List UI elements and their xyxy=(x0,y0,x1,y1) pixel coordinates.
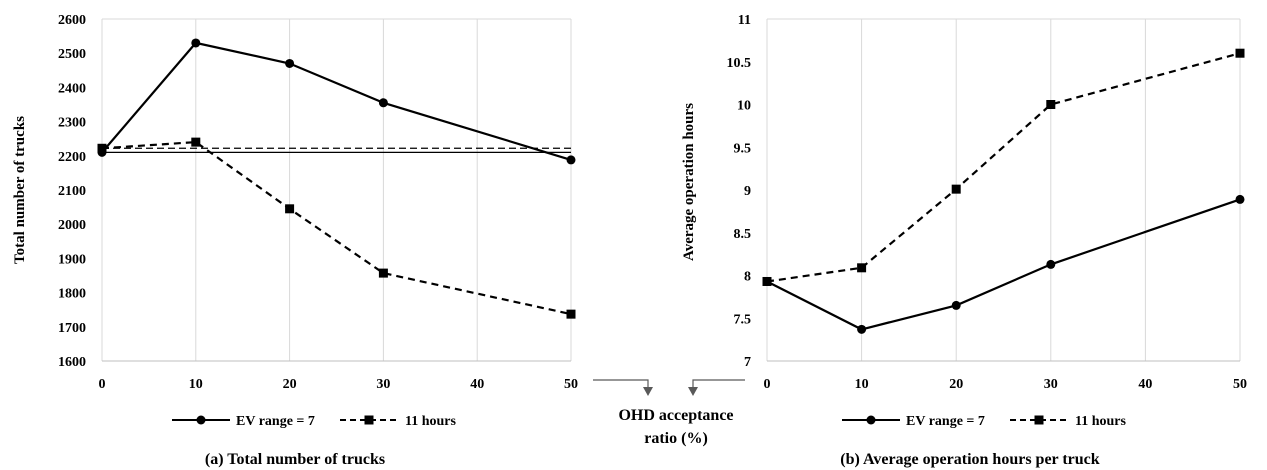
chart-a-y-tick-label: 2400 xyxy=(58,81,86,96)
chart-b-y-ticks: 7 7.5 8 8.5 9 9.5 10 10.5 11 xyxy=(727,13,752,370)
chart-b-y-tick-label: 7 xyxy=(744,355,751,370)
chart-a-point-11-hours xyxy=(285,204,295,214)
legend-a-label-11h: 11 hours xyxy=(405,414,457,429)
chart-a-point-ev-range xyxy=(191,38,201,48)
arrow-right xyxy=(692,379,745,388)
chart-b-y-tick-label: 9 xyxy=(744,184,751,199)
chart-b-point-11-hours xyxy=(857,263,867,273)
chart-b: 7 7.5 8 8.5 9 9.5 10 10.5 11 0 10 20 30 40 50 Average… xyxy=(681,13,1247,468)
chart-a-y-tick-label: 2200 xyxy=(58,150,86,165)
chart-b-point-11-hours xyxy=(951,184,961,194)
chart-a-y-tick-label: 2500 xyxy=(58,47,86,62)
chart-a-series-line-11-hours xyxy=(101,140,572,316)
chart-b-caption: (b) Average operation hours per truck xyxy=(840,451,1099,468)
legend-b-marker-11h xyxy=(1034,415,1044,425)
chart-a-point-ev-range xyxy=(378,98,388,108)
chart-b-point-ev-range xyxy=(857,324,867,334)
legend-a-marker-11h xyxy=(364,415,374,425)
arrow-left-head xyxy=(643,387,653,396)
chart-a-x-tick-label: 0 xyxy=(99,377,106,392)
chart-b-x-tick-label: 0 xyxy=(764,377,771,392)
chart-a-y-ticks: 1600 1700 1800 1900 2000 2100 2200 2300 2400 2500… xyxy=(58,13,86,370)
chart-b-point-ev-range xyxy=(1235,194,1245,204)
chart-b-series-line-11-hours xyxy=(766,52,1241,283)
chart-a-x-tick-label: 20 xyxy=(283,377,297,392)
chart-b-point-ev-range xyxy=(1046,259,1056,269)
chart-a-x-tick-label: 30 xyxy=(376,377,390,392)
legend-b-label-ev: EV range = 7 xyxy=(906,414,985,429)
chart-a-point-11-hours xyxy=(191,137,201,147)
chart-a-y-tick-label: 1600 xyxy=(58,355,86,370)
shared-x-label: OHD acceptance ratio (%) xyxy=(593,379,745,447)
chart-a-legend: EV range = 7 11 hours xyxy=(172,414,457,429)
chart-b-x-tick-label: 30 xyxy=(1044,377,1058,392)
arrow-right-head xyxy=(688,387,698,396)
chart-a-caption: (a) Total number of trucks xyxy=(205,451,385,468)
legend-a-label-ev: EV range = 7 xyxy=(236,414,315,429)
chart-b-y-tick-label: 9.5 xyxy=(734,141,752,156)
chart-a-series-line-ev-range xyxy=(101,41,572,161)
chart-a-y-tick-label: 1800 xyxy=(58,287,86,302)
chart-b-series xyxy=(762,48,1245,334)
chart-b-y-tick-label: 8.5 xyxy=(734,227,752,242)
chart-a-point-11-hours xyxy=(566,309,576,319)
chart-b-y-tick-label: 8 xyxy=(744,270,751,285)
chart-a-x-tick-label: 40 xyxy=(470,377,484,392)
chart-b-x-tick-label: 50 xyxy=(1233,377,1247,392)
chart-b-y-tick-label: 7.5 xyxy=(734,312,752,327)
chart-a-y-tick-label: 1900 xyxy=(58,252,86,267)
chart-b-x-ticks: 0 10 20 30 40 50 xyxy=(764,377,1248,392)
chart-a-point-11-hours xyxy=(378,268,388,278)
chart-b-x-tick-label: 20 xyxy=(949,377,963,392)
chart-b-legend: EV range = 7 11 hours xyxy=(842,414,1127,429)
chart-a-grid xyxy=(101,18,572,362)
chart-a-y-tick-label: 2300 xyxy=(58,116,86,131)
chart-b-x-tick-label: 40 xyxy=(1138,377,1152,392)
chart-b-point-11-hours xyxy=(1235,48,1245,58)
chart-b-series-line-ev-range xyxy=(766,198,1241,331)
chart-a-x-tick-label: 10 xyxy=(189,377,203,392)
chart-a-y-tick-label: 2600 xyxy=(58,13,86,28)
chart-b-x-tick-label: 10 xyxy=(855,377,869,392)
chart-b-grid xyxy=(766,18,1241,362)
arrow-left xyxy=(593,379,649,388)
chart-b-y-tick-label: 10 xyxy=(737,99,751,114)
chart-a-point-ev-range xyxy=(566,155,576,165)
chart-a-y-tick-label: 1700 xyxy=(58,321,86,336)
chart-b-y-axis-title: Average operation hours xyxy=(681,103,697,261)
shared-x-label-line-1: OHD acceptance xyxy=(618,407,733,424)
chart-a-y-axis-title: Total number of trucks xyxy=(12,116,28,264)
shared-x-label-line-2: ratio (%) xyxy=(644,430,708,447)
chart-a-ref-lines xyxy=(102,147,571,154)
chart-b-y-tick-label: 11 xyxy=(738,13,751,28)
chart-b-point-11-hours xyxy=(762,276,772,286)
chart-b-y-tick-label: 10.5 xyxy=(727,56,752,71)
legend-a-marker-ev xyxy=(196,415,206,425)
chart-a-x-ticks: 0 10 20 30 40 50 xyxy=(99,377,579,392)
chart-a-point-ev-range xyxy=(285,58,295,68)
chart-b-point-11-hours xyxy=(1046,100,1056,109)
chart-a-y-tick-label: 2100 xyxy=(58,184,86,199)
chart-a: 1600 1700 1800 1900 2000 2100 2200 2300 2400 2500… xyxy=(12,13,578,468)
legend-b-marker-ev xyxy=(866,415,876,425)
chart-a-series xyxy=(97,38,576,319)
chart-a-y-tick-label: 2000 xyxy=(58,218,86,233)
legend-b-label-11h: 11 hours xyxy=(1075,414,1127,429)
chart-a-point-11-hours xyxy=(97,143,107,153)
chart-a-x-tick-label: 50 xyxy=(564,377,578,392)
chart-b-point-ev-range xyxy=(951,300,961,310)
